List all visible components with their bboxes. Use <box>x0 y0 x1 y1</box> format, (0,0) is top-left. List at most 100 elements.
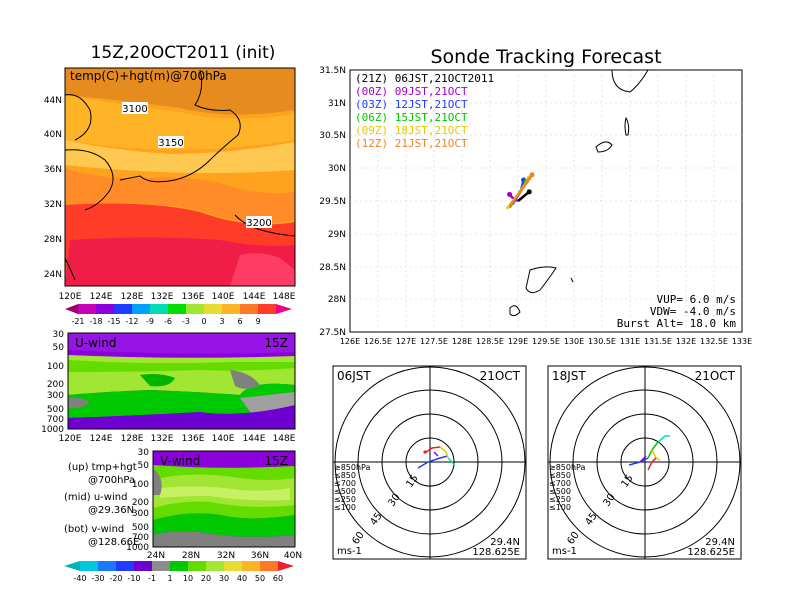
p-tick: 700 <box>132 533 149 543</box>
vwind-label: V-wind <box>160 454 200 468</box>
wind-colorbar: -40 -30 -20 -10 -1 1 10 20 30 40 50 60 <box>64 561 294 583</box>
level-label: ≥850hPa <box>334 463 371 472</box>
level-label: ≤850 <box>334 471 356 480</box>
lon-tick: 126.5E <box>364 337 392 346</box>
colorbar-tick: 6 <box>237 317 242 326</box>
lon-tick: 128E <box>121 434 144 444</box>
note-mid-2: @29.36N <box>88 505 134 516</box>
lat-tick: 28N <box>182 551 200 561</box>
temp-map: 3100 3150 3200 temp(C)+hgt(m)@700hPa <box>64 67 296 287</box>
track-lon-ticks: 126E 126.5E 127E 127.5E 128E 128.5E 129E… <box>340 337 752 346</box>
lat-tick: 28N <box>328 295 346 305</box>
vwind-lat-ticks: 24N 28N 32N 36N 40N <box>147 551 302 561</box>
lat-tick: 30.5N <box>319 131 346 141</box>
lon-tick: 140E <box>212 434 235 444</box>
note-bot-1: (bot) v-wind <box>64 524 124 535</box>
lon-tick: 128.5E <box>476 337 504 346</box>
lon-tick: 120E <box>59 292 82 302</box>
map-lat-ticks: 44N 40N 36N 32N 28N 24N <box>44 96 62 280</box>
colorbar-tick: 10 <box>183 574 193 583</box>
param-vdw: VDW= -4.0 m/s <box>650 305 736 318</box>
lat-tick: 40N <box>44 130 62 140</box>
vwind-time: 15Z <box>265 454 289 468</box>
lon-tick: 127E <box>396 337 416 346</box>
right-title: Sonde Tracking Forecast <box>430 46 661 68</box>
colorbar-tick: -10 <box>127 574 140 583</box>
uwind-time: 15Z <box>265 336 289 350</box>
p-tick: 30 <box>53 330 65 340</box>
lat-tick: 29.5N <box>319 197 346 207</box>
lon-tick: 128E <box>121 292 144 302</box>
colorbar-tick: -21 <box>71 317 84 326</box>
colorbar-tick: -18 <box>89 317 102 326</box>
p-tick: 500 <box>132 523 149 533</box>
legend-entry-03z: (03Z) 12JST,21OCT <box>355 98 468 111</box>
p-tick: 50 <box>53 343 65 353</box>
lat-tick: 32N <box>217 551 235 561</box>
map-lon-ticks: 120E 124E 128E 132E 136E 140E 144E 148E <box>59 292 296 302</box>
lon-tick: 127.5E <box>420 337 448 346</box>
p-tick: 300 <box>47 391 64 401</box>
lat-tick: 32N <box>44 200 62 210</box>
lon-tick: 130E <box>564 337 584 346</box>
lat-tick: 36N <box>44 165 62 175</box>
temp-colorbar: -21 -18 -15 -12 -9 -6 -3 0 3 6 9 <box>65 304 292 326</box>
p-tick: 50 <box>138 461 150 471</box>
lat-tick: 24N <box>44 270 62 280</box>
hodo-lon: 128.625E <box>687 547 735 558</box>
level-label: ≤500 <box>549 487 571 496</box>
colorbar-tick: 3 <box>219 317 224 326</box>
contour-label: 3150 <box>158 138 183 149</box>
level-label: ≤100 <box>334 503 356 512</box>
colorbar-tick: 50 <box>255 574 265 583</box>
map-label: temp(C)+hgt(m)@700hPa <box>70 69 227 83</box>
p-tick: 500 <box>47 405 64 415</box>
note-up-2: @700hPa <box>88 475 135 486</box>
legend-entry-09z: (09Z) 18JST,21OCT <box>355 124 468 137</box>
lon-tick: 131.5E <box>644 337 672 346</box>
lon-tick: 144E <box>243 292 266 302</box>
lon-tick: 131E <box>620 337 640 346</box>
track-panel <box>349 69 743 333</box>
p-tick: 30 <box>138 448 150 458</box>
track-endpoint-1 <box>507 191 513 197</box>
level-label: ≥850hPa <box>549 463 586 472</box>
colorbar-tick: 60 <box>273 574 283 583</box>
lat-tick: 28.5N <box>319 263 346 273</box>
lat-tick: 24N <box>147 551 165 561</box>
lat-tick: 27.5N <box>319 328 346 338</box>
p-tick: 200 <box>132 498 149 508</box>
level-label: ≤850 <box>549 471 571 480</box>
hodo-lat: 29.4N <box>490 537 520 548</box>
p-tick: 100 <box>47 362 64 372</box>
lon-tick: 136E <box>182 434 205 444</box>
panel-notes: (up) tmp+hgt @700hPa (mid) u-wind @29.36… <box>64 462 139 548</box>
track-lines <box>505 172 535 210</box>
lon-tick: 124E <box>90 292 113 302</box>
colorbar-tick: -6 <box>164 317 172 326</box>
contour-label: 3100 <box>122 104 147 115</box>
level-label: ≤100 <box>549 503 571 512</box>
level-label: ≤700 <box>334 479 356 488</box>
lon-tick: 132.5E <box>700 337 728 346</box>
lon-tick: 120E <box>59 434 82 444</box>
p-tick: 100 <box>132 480 149 490</box>
colorbar-tick: 40 <box>237 574 247 583</box>
note-mid-1: (mid) u-wind <box>64 492 127 503</box>
lat-tick: 36N <box>251 551 269 561</box>
lon-tick: 132E <box>151 292 174 302</box>
lat-tick: 28N <box>44 235 62 245</box>
lat-tick: 44N <box>44 96 62 106</box>
level-label: ≤250 <box>549 495 571 504</box>
lon-tick: 126E <box>340 337 360 346</box>
colorbar-tick: -1 <box>148 574 156 583</box>
lat-tick: 40N <box>284 551 302 561</box>
lon-tick: 129E <box>508 337 528 346</box>
lon-tick: 128E <box>452 337 472 346</box>
colorbar-tick: 0 <box>201 317 206 326</box>
note-bot-2: @128.66E <box>88 537 139 548</box>
hodo-time: 06JST <box>337 369 371 383</box>
p-tick: 200 <box>47 380 64 390</box>
colorbar-tick: -30 <box>91 574 104 583</box>
lon-tick: 133E <box>732 337 752 346</box>
